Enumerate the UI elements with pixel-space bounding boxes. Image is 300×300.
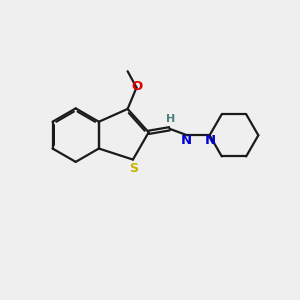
Text: O: O <box>131 80 143 94</box>
Text: H: H <box>166 114 176 124</box>
Text: N: N <box>181 134 192 147</box>
Text: N: N <box>205 134 216 147</box>
Text: S: S <box>129 162 138 175</box>
